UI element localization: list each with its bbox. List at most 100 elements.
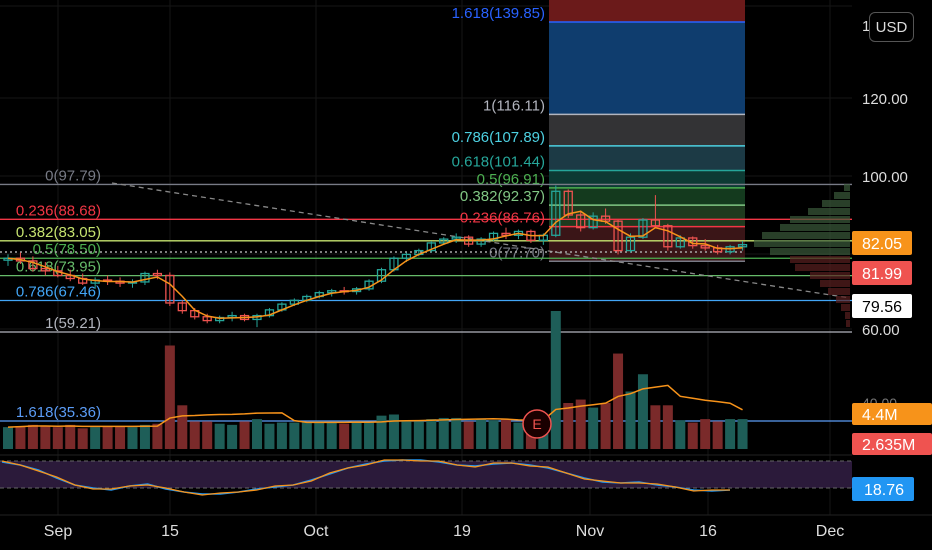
price-badge xyxy=(852,231,912,255)
volume-bar xyxy=(625,391,636,449)
candle-body xyxy=(401,253,412,259)
volume-bar xyxy=(127,427,138,449)
volume-bar xyxy=(202,421,213,449)
candle-body xyxy=(439,238,449,244)
candle-body xyxy=(563,190,573,216)
candle-body xyxy=(202,316,212,322)
volume-profile-bar xyxy=(844,184,850,191)
volume-bar xyxy=(575,399,586,449)
fib2-level-label: 1(116.11) xyxy=(483,97,545,114)
price-badge-label: 79.56 xyxy=(862,299,902,316)
volume-profile-bar xyxy=(841,304,850,311)
volume-bar xyxy=(725,419,736,449)
candle-body xyxy=(152,272,163,277)
price-axis-tick: 1 xyxy=(862,18,870,35)
price-badge-label: 82.05 xyxy=(862,236,902,253)
volume-profile-bar xyxy=(808,208,850,215)
volume-bar xyxy=(164,345,175,449)
volume-bar xyxy=(339,423,350,449)
candle-body xyxy=(576,214,586,229)
volume-profile-bar xyxy=(828,288,850,295)
fib2-zone-top xyxy=(549,0,745,22)
volume-bar xyxy=(27,424,38,449)
volume-profile-bar xyxy=(822,200,850,207)
candle-body xyxy=(638,219,648,238)
volume-bar xyxy=(189,421,200,449)
candle-body xyxy=(588,215,598,229)
time-axis-tick: Dec xyxy=(816,523,844,540)
earnings-marker xyxy=(522,409,552,439)
volume-ma-line xyxy=(7,384,743,428)
candle-body xyxy=(675,237,685,248)
volume-profile-bar xyxy=(836,296,850,303)
volume-bar xyxy=(15,426,26,449)
candle-body xyxy=(40,267,50,272)
volume-bar xyxy=(463,421,474,449)
volume-bar xyxy=(600,403,611,449)
volume-bar xyxy=(687,422,698,449)
volume-bar xyxy=(264,423,275,449)
volume-badge xyxy=(852,403,932,425)
candle-body xyxy=(476,238,486,245)
volume-bar xyxy=(388,414,399,449)
price-ma-line xyxy=(7,210,743,320)
candle-body xyxy=(214,316,225,322)
fib2-zone xyxy=(549,187,745,206)
fib2-zone xyxy=(549,145,745,171)
volume-profile-bar xyxy=(790,216,850,223)
candle-body xyxy=(663,225,673,248)
price-axis-tick: 100.00 xyxy=(862,169,908,186)
time-axis-tick: Nov xyxy=(576,523,604,540)
fib2-level-label: 1.618(139.85) xyxy=(452,5,545,22)
volume-bar xyxy=(239,421,250,449)
volume-profile-bar xyxy=(810,272,850,279)
price-axis xyxy=(852,0,932,515)
volume-profile-bar xyxy=(846,320,850,327)
volume-profile-bar xyxy=(795,264,850,271)
volume-bar xyxy=(314,421,325,449)
volume-bar xyxy=(438,417,449,449)
volume-bar xyxy=(102,426,113,449)
fib2-zone xyxy=(549,170,745,188)
volume-bar xyxy=(501,419,511,449)
volume-bar xyxy=(351,421,362,449)
fib1-level-label: 0.382(83.05) xyxy=(16,224,101,241)
fib1-level-label: 1.618(35.36) xyxy=(16,404,101,421)
volume-bar xyxy=(376,415,387,449)
volume-bar xyxy=(214,423,225,449)
currency-button[interactable]: USD xyxy=(869,12,914,42)
candle-body xyxy=(650,219,661,227)
volume-bar xyxy=(413,421,424,449)
time-axis-tick: 15 xyxy=(161,523,179,540)
volume-bar xyxy=(488,420,499,449)
price-axis-tick: 120.00 xyxy=(862,91,908,108)
volume-bar xyxy=(426,419,437,449)
volume-bar xyxy=(227,424,238,449)
price-axis-tick: 60.00 xyxy=(862,322,900,339)
earnings-marker-label: E xyxy=(532,416,541,432)
time-axis-tick: 16 xyxy=(699,523,717,540)
candle-body xyxy=(140,272,150,283)
fib2-level-label: 0.5(96.91) xyxy=(477,171,545,188)
volume-bar xyxy=(276,422,287,449)
candle-body xyxy=(551,190,561,236)
fib2-zone xyxy=(549,205,745,227)
price-badge-label: 81.99 xyxy=(862,266,902,283)
candle-body xyxy=(737,244,748,248)
rsi-signal-line xyxy=(1,459,730,496)
volume-profile-bar xyxy=(790,256,850,263)
volume-bar xyxy=(712,421,723,449)
rsi-band xyxy=(0,461,852,488)
volume-bar xyxy=(700,419,711,449)
time-axis-tick: Oct xyxy=(304,523,329,540)
volume-bar xyxy=(152,423,163,449)
candle-body xyxy=(165,274,175,304)
volume-badge-label: 4.4M xyxy=(862,407,898,424)
volume-bar xyxy=(401,420,412,449)
fib1-level-label: 0(97.79) xyxy=(45,167,101,184)
volume-bar xyxy=(550,311,561,449)
volume-bar xyxy=(451,417,462,449)
volume-bar xyxy=(326,422,337,449)
volume-bar xyxy=(252,419,262,449)
